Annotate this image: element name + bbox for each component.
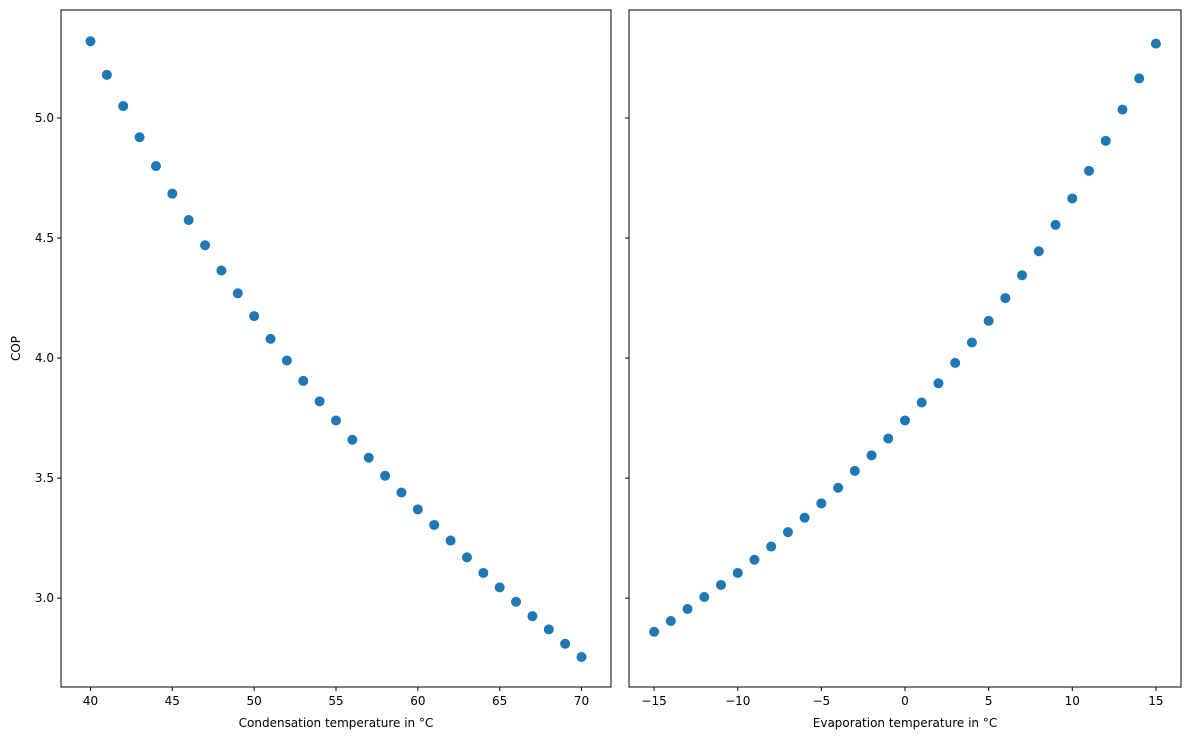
data-point [732, 567, 743, 578]
x-tick-label: 5 [985, 694, 993, 708]
x-axis-label: Evaporation temperature in °C [813, 716, 997, 730]
data-point [200, 240, 211, 251]
data-point [265, 333, 276, 344]
data-point [665, 615, 676, 626]
data-point [298, 375, 309, 386]
data-point [782, 527, 793, 538]
data-point [950, 357, 961, 368]
x-tick-label: −15 [641, 694, 666, 708]
x-tick-label: 55 [328, 694, 343, 708]
x-tick-label: 60 [410, 694, 425, 708]
x-tick-label: 50 [247, 694, 262, 708]
data-point [576, 651, 587, 662]
data-point [478, 567, 489, 578]
data-point [716, 579, 726, 590]
data-point [1117, 104, 1128, 115]
data-point [816, 498, 827, 509]
data-point [445, 535, 456, 546]
data-point [849, 465, 860, 476]
x-tick-label: 40 [83, 694, 98, 708]
data-point [363, 452, 374, 463]
data-point [1050, 219, 1061, 230]
data-point [101, 69, 112, 80]
data-point [966, 337, 977, 348]
y-tick-label: 5.0 [35, 111, 54, 125]
data-point [649, 626, 660, 637]
data-point [682, 603, 693, 614]
data-point [1100, 135, 1111, 146]
x-tick-label: 0 [901, 694, 909, 708]
x-tick-label: −5 [813, 694, 831, 708]
data-point [833, 482, 844, 493]
data-point [883, 433, 894, 444]
data-point [1000, 293, 1011, 304]
data-point [560, 638, 571, 649]
data-point [799, 512, 810, 523]
data-point [396, 487, 407, 498]
data-point [866, 450, 877, 461]
data-point [183, 215, 194, 226]
data-point [150, 161, 161, 172]
data-point [85, 36, 96, 47]
data-point [118, 101, 129, 112]
y-axis-label: COP [9, 336, 23, 361]
data-point [1033, 246, 1044, 257]
data-point [249, 311, 260, 322]
data-point [167, 188, 178, 199]
data-point [412, 504, 423, 515]
data-point [429, 519, 440, 530]
data-point [1150, 38, 1161, 49]
chart-panel-condensation: 40 45 50 55 60 65 70 3.0 3.5 4.0 4.5 5.0 Condensatio… [9, 9, 612, 730]
x-tick-label: 65 [492, 694, 507, 708]
data-point [1134, 73, 1145, 84]
data-point [1067, 193, 1078, 204]
chart-panel-evaporation: −15 −10 −5 0 5 10 15 Evaporation temperature in… [625, 9, 1182, 730]
data-point [134, 132, 145, 143]
data-point [527, 611, 538, 622]
axes-frame [60, 9, 612, 688]
data-point [699, 591, 710, 602]
data-point [543, 624, 554, 635]
data-point [916, 397, 927, 408]
data-point [749, 554, 760, 565]
data-point [766, 541, 777, 552]
x-axis-label: Condensation temperature in °C [239, 716, 434, 730]
data-point [983, 315, 994, 326]
y-tick-label: 4.5 [35, 231, 54, 245]
data-point [933, 378, 944, 389]
data-point [494, 582, 505, 593]
data-point [900, 415, 910, 426]
y-tick-label: 3.0 [35, 591, 54, 605]
x-tick-label: 10 [1065, 694, 1080, 708]
x-tick-label: −10 [725, 694, 750, 708]
data-point [511, 596, 522, 607]
y-tick-label: 3.5 [35, 471, 54, 485]
x-tick-label: 70 [574, 694, 589, 708]
axes-frame [628, 9, 1182, 688]
data-point [1084, 165, 1094, 176]
data-point [331, 415, 341, 426]
data-point [347, 434, 358, 445]
data-point [314, 396, 325, 407]
x-tick-label: 45 [165, 694, 180, 708]
data-point [461, 552, 472, 563]
data-point [281, 355, 292, 366]
y-tick-label: 4.0 [35, 351, 54, 365]
data-point [216, 265, 227, 276]
data-point [232, 288, 243, 299]
data-point [380, 470, 391, 481]
x-tick-label: 15 [1148, 694, 1163, 708]
data-point [1017, 270, 1028, 281]
